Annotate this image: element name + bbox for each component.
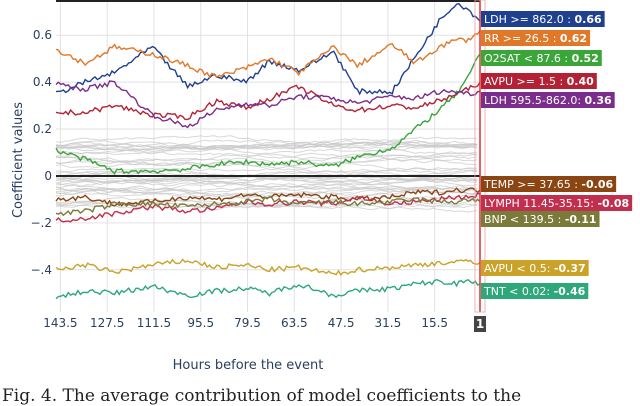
series-tag (481, 30, 591, 46)
series-tag (481, 176, 617, 192)
series-tag-label: LYMPH 11.45-35.15: -0.08 (484, 197, 629, 210)
series-tag (481, 92, 615, 108)
x-tick-label: 47.5 (328, 316, 355, 330)
y-tick-label: 0 (44, 169, 52, 183)
y-tick-label: 0.6 (33, 28, 52, 42)
series-tag (481, 11, 605, 27)
x-tick-label: 31.5 (375, 316, 402, 330)
series-line (55, 30, 481, 79)
background-series-line (55, 161, 478, 171)
y-tick-label: −.2 (30, 216, 52, 230)
figure-caption: Fig. 4. The average contribution of mode… (2, 386, 522, 406)
series-line (55, 258, 481, 277)
series-tag-label: BNP < 139.5 : -0.11 (484, 213, 597, 226)
series-tag (481, 283, 589, 299)
series-tag-label: LDH >= 862.0 : 0.66 (484, 13, 602, 26)
series-tag (481, 195, 633, 211)
background-series-line (55, 167, 478, 175)
series-line (55, 2, 481, 96)
tag-layer: LDH >= 862.0 : 0.66 RR >= 26.5 : 0.62 O2SA… (481, 11, 633, 299)
series-tag-label: TEMP >= 37.65 : -0.06 (483, 178, 613, 191)
x-tick-label: 143.5 (43, 316, 77, 330)
background-series-line (55, 178, 478, 187)
x-tick-label: 15.5 (421, 316, 448, 330)
series-tag (481, 50, 602, 66)
y-tick-label: 0.4 (33, 75, 52, 89)
series-tag (481, 73, 597, 89)
x-tick-label: 63.5 (281, 316, 308, 330)
series-layer (55, 2, 481, 300)
background-series-line (55, 148, 478, 156)
background-series-line (55, 153, 478, 163)
series-tag-label: RR >= 26.5 : 0.62 (484, 32, 587, 45)
x-tick-label: 95.5 (187, 316, 214, 330)
current-step-box (474, 316, 486, 332)
background-series-line (55, 175, 478, 184)
background-series-line (55, 181, 478, 193)
axis-layer: 143.5 127.5 111.5 95.5 79.5 63.5 47.5 31.5 15.5 −… (30, 0, 486, 332)
coefficient-chart: 143.5 127.5 111.5 95.5 79.5 63.5 47.5 31.5 15.5 −… (11, 0, 633, 373)
background-series-line (55, 186, 478, 198)
series-tag (481, 211, 600, 227)
y-tick-label: −.4 (30, 263, 52, 277)
series-line (55, 191, 481, 223)
background-series-line (55, 155, 478, 163)
series-tag-label: LDH 595.5-862.0: 0.36 (484, 94, 612, 107)
background-series-line (55, 135, 478, 144)
series-line (55, 81, 481, 121)
background-series-line (55, 139, 478, 146)
background-series-line (55, 142, 478, 152)
series-line (55, 53, 481, 175)
x-axis-title: Hours before the event (173, 358, 324, 373)
x-tick-label: 111.5 (137, 316, 171, 330)
x-tick-label: 79.5 (234, 316, 261, 330)
series-tag-label: O2SAT < 87.6 : 0.52 (484, 52, 599, 65)
series-tag-label: AVPU < 0.5: -0.37 (484, 262, 586, 275)
series-tag-label: TNT < 0.02: -0.46 (483, 285, 586, 298)
series-line (55, 196, 481, 217)
event-marker-band (474, 0, 486, 313)
x-tick-label: 127.5 (90, 316, 124, 330)
background-series-line (55, 142, 478, 152)
series-tag-label: AVPU >= 1.5 : 0.40 (484, 75, 594, 88)
series-line (55, 80, 481, 129)
y-tick-label: 0.2 (33, 122, 52, 136)
series-line (55, 278, 481, 300)
background-series-line (55, 143, 478, 153)
y-axis-title: Coefficient values (11, 102, 26, 218)
current-step-label: 1 (476, 317, 484, 331)
series-tag (481, 260, 589, 276)
